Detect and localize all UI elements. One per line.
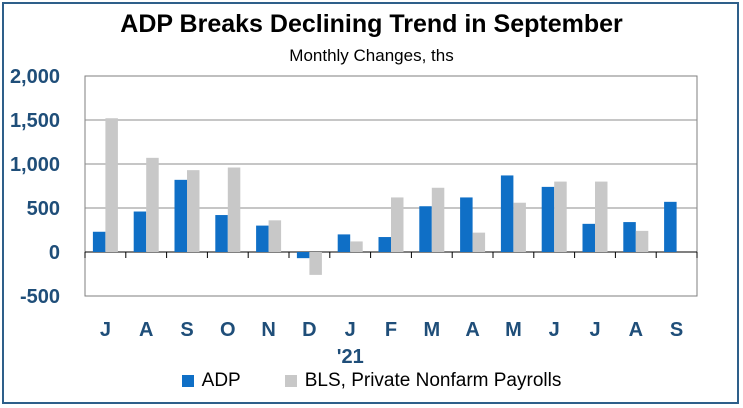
y-tick-label: 2,000: [10, 66, 60, 88]
chart-legend: ADP BLS, Private Nonfarm Payrolls: [0, 370, 743, 392]
x-tick-label: J: [549, 319, 560, 341]
year-label: '21: [337, 346, 364, 368]
x-tick-label: N: [261, 319, 275, 341]
bar-bls: [227, 167, 241, 252]
bar-bls: [554, 181, 567, 252]
x-tick-label: S: [670, 319, 683, 341]
legend-swatch-adp: [181, 375, 194, 387]
y-tick-label: 500: [27, 198, 60, 220]
plot-area: [84, 75, 698, 297]
y-tick-label: 1,500: [10, 110, 60, 132]
x-tick-label: A: [465, 319, 479, 341]
x-tick-label: S: [180, 319, 193, 341]
bar-bls: [595, 181, 608, 252]
bar-bls: [391, 197, 404, 252]
bar-adp: [215, 215, 228, 252]
bar-adp: [623, 222, 636, 252]
y-tick-label: 1,000: [10, 154, 60, 176]
x-tick-label: J: [100, 319, 111, 341]
x-tick-label: M: [505, 319, 522, 341]
bar-bls: [635, 230, 649, 252]
bar-bls: [187, 170, 200, 252]
legend-item-adp: ADP: [181, 370, 241, 392]
x-tick-label: A: [629, 319, 643, 341]
bar-bls: [350, 241, 363, 252]
y-tick-label: -500: [20, 286, 60, 308]
bar-adp: [541, 186, 555, 252]
bar-adp: [419, 206, 432, 252]
chart-title: ADP Breaks Declining Trend in September: [120, 10, 623, 38]
bar-adp: [378, 237, 391, 252]
bar-adp: [256, 225, 269, 252]
y-tick-label: 0: [49, 242, 60, 264]
bar-adp: [337, 234, 351, 252]
x-tick-label: O: [220, 319, 236, 341]
bar-bls: [146, 157, 159, 252]
bar-adp: [460, 197, 473, 252]
bar-adp: [92, 231, 106, 252]
bar-bls: [309, 252, 322, 275]
x-tick-label: M: [423, 319, 440, 341]
bar-bls: [513, 202, 526, 252]
x-tick-label: J: [345, 319, 356, 341]
bar-adp: [174, 179, 187, 252]
bar-adp: [582, 223, 595, 252]
chart-frame: [2, 2, 739, 404]
bar-adp: [296, 252, 310, 259]
bar-bls: [268, 220, 282, 252]
bar-bls: [431, 187, 445, 252]
bar-adp: [133, 211, 147, 252]
x-tick-label: F: [385, 319, 397, 341]
bar-bls: [472, 232, 486, 252]
legend-swatch-bls: [284, 375, 297, 387]
x-tick-label: A: [139, 319, 153, 341]
legend-label-adp: ADP: [201, 370, 241, 391]
bar-bls: [105, 118, 118, 253]
x-tick-label: D: [302, 319, 316, 341]
x-tick-label: J: [589, 319, 600, 341]
bar-adp: [664, 201, 677, 252]
chart-subtitle: Monthly Changes, ths: [289, 46, 454, 65]
legend-item-bls: BLS, Private Nonfarm Payrolls: [284, 370, 562, 392]
legend-label-bls: BLS, Private Nonfarm Payrolls: [304, 370, 562, 391]
bar-adp: [500, 175, 514, 252]
